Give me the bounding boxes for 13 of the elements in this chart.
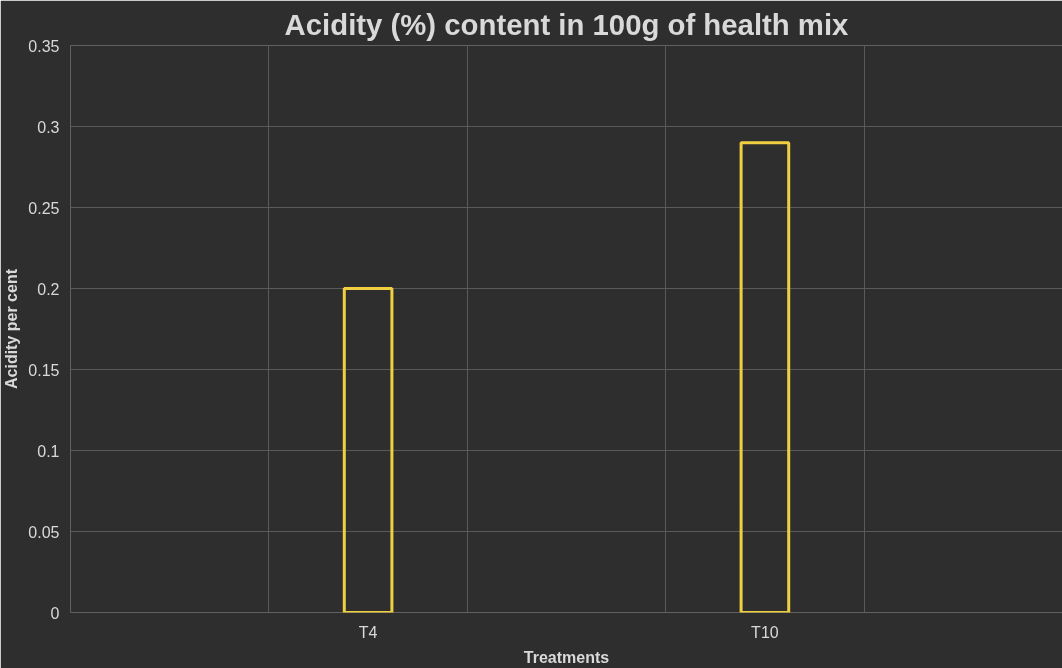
y-tick-label: 0.25 [28,199,60,217]
x-tick-label: T4 [358,623,378,641]
chart-title: Acidity (%) content in 100g of health mix [284,7,850,41]
y-axis-title: Acidity per cent [3,268,21,390]
y-tick-label: 0.05 [28,523,60,541]
y-tick-label: 0.15 [28,361,60,379]
y-tick-label: 0.1 [37,442,60,460]
x-tick-label: T10 [751,623,779,641]
y-tick-label: 0 [50,604,60,622]
x-axis-title: Treatments [523,648,610,666]
y-tick-label: 0.35 [28,37,60,55]
y-tick-label: 0.3 [37,118,60,136]
y-tick-label: 0.2 [37,280,60,298]
